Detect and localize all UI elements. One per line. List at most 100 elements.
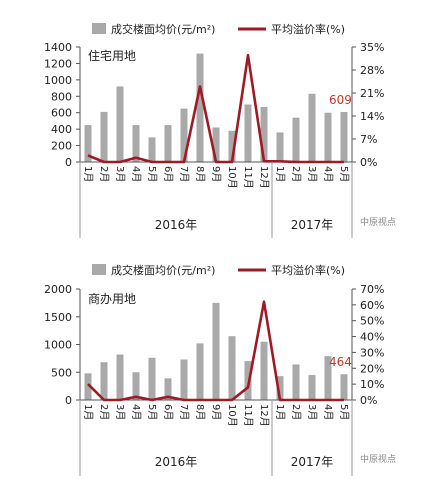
x-tick-label: 7月 (178, 166, 190, 182)
price-bar (116, 354, 124, 400)
price-bar (324, 112, 332, 162)
x-tick-label: 4月 (322, 166, 334, 182)
price-bar (308, 93, 316, 162)
last-value-annotation: 609 (329, 93, 352, 107)
x-tick-label: 2月 (290, 166, 302, 182)
x-tick-label: 6月 (162, 166, 174, 182)
price-bar (84, 373, 92, 400)
premium-rate-line (87, 300, 344, 402)
y-left-tick-label: 600 (51, 107, 72, 120)
x-tick-label: 2月 (290, 404, 302, 420)
chart-panel-1: 成交楼面均价(元/m²) 平均溢价率(%) 住宅用地 0 200 400 600 800 100… (44, 22, 396, 238)
y-right-tick-label: 60% (360, 299, 384, 312)
x-tick-label: 3月 (306, 404, 318, 420)
x-tick-label: 5月 (338, 166, 350, 182)
y-right-tick-label: 20% (360, 362, 384, 375)
price-bar (292, 117, 300, 162)
price-bar (228, 130, 236, 162)
price-bar (132, 372, 140, 400)
y-right-tick-label: 50% (360, 315, 384, 328)
price-bar (148, 357, 156, 400)
x-tick-label: 1月 (274, 404, 286, 420)
x-tick-label: 1月 (274, 166, 286, 182)
x-tick-label: 5月 (146, 404, 158, 420)
x-tick-label: 4月 (130, 404, 142, 420)
y-left-tick-label: 1400 (44, 41, 72, 54)
x-tick-label: 4月 (322, 404, 334, 420)
price-bar (132, 125, 140, 162)
x-tick-label: 10月 (226, 404, 238, 427)
y-right-tick-label: 35% (360, 41, 384, 54)
y-right-tick-label: 40% (360, 331, 384, 344)
y-left-tick-label: 1000 (44, 74, 72, 87)
y-right-tick-label: 7% (360, 133, 377, 146)
price-bar (260, 106, 268, 162)
y-right-tick-label: 10% (360, 378, 384, 391)
y-left-tick-label: 0 (65, 394, 72, 407)
price-bar (100, 362, 108, 400)
legend-line-label: 平均溢价率(%) (271, 22, 345, 36)
legend-bar-swatch (92, 23, 106, 34)
price-bar (260, 341, 268, 400)
price-bar (212, 302, 220, 400)
y-left-tick-label: 1000 (44, 339, 72, 352)
legend-line-label: 平均溢价率(%) (271, 263, 345, 277)
price-bar (84, 125, 92, 162)
panel-title: 商办用地 (88, 291, 136, 306)
x-tick-label: 3月 (114, 166, 126, 182)
x-tick-label: 5月 (338, 404, 350, 420)
watermark: 中原视点 (360, 216, 396, 228)
y-left-tick-label: 400 (51, 123, 72, 136)
y-right-tick-label: 70% (360, 283, 384, 296)
price-bar (308, 375, 316, 400)
year-label: 2016年 (155, 218, 198, 232)
x-tick-label: 3月 (306, 166, 318, 182)
y-left-tick-label: 1500 (44, 311, 72, 324)
x-tick-label: 6月 (162, 404, 174, 420)
price-bar (180, 108, 188, 162)
y-right-tick-label: 30% (360, 346, 384, 359)
y-left-tick-label: 2000 (44, 283, 72, 296)
x-tick-label: 2月 (98, 166, 110, 182)
y-right-tick-label: 14% (360, 110, 384, 123)
price-bar (340, 111, 348, 162)
x-tick-label: 12月 (258, 404, 270, 427)
price-bar (244, 104, 252, 162)
price-bar (212, 127, 220, 162)
year-label: 2017年 (291, 218, 334, 232)
y-right-tick-label: 0% (360, 394, 377, 407)
price-bar (100, 111, 108, 162)
x-tick-label: 3月 (114, 404, 126, 420)
legend-bar-swatch (92, 264, 106, 275)
y-right-tick-label: 21% (360, 87, 384, 100)
x-tick-label: 4月 (130, 166, 142, 182)
price-bar (164, 378, 172, 400)
price-bar (148, 137, 156, 162)
legend-bar-label: 成交楼面均价(元/m²) (111, 22, 215, 36)
y-left-tick-label: 1200 (44, 57, 72, 70)
price-bar (276, 376, 284, 400)
price-bar (276, 132, 284, 162)
premium-rate-line (87, 53, 344, 164)
x-tick-label: 11月 (242, 404, 254, 427)
x-tick-label: 5月 (146, 166, 158, 182)
price-bar (324, 356, 332, 400)
x-tick-label: 7月 (178, 404, 190, 420)
legend-bar-label: 成交楼面均价(元/m²) (111, 263, 215, 277)
price-bar (164, 125, 172, 162)
price-bar (228, 336, 236, 400)
price-bar (196, 53, 204, 163)
x-tick-label: 1月 (82, 404, 94, 420)
y-right-tick-label: 28% (360, 64, 384, 77)
x-tick-label: 10月 (226, 166, 238, 189)
year-label: 2016年 (155, 455, 198, 469)
x-tick-label: 2月 (98, 404, 110, 420)
chart-panel-2: 成交楼面均价(元/m²) 平均溢价率(%) 商办用地 0 500 1000 1500 2000… (44, 263, 396, 476)
x-tick-label: 12月 (258, 166, 270, 189)
x-tick-label: 9月 (210, 404, 222, 420)
watermark: 中原视点 (360, 453, 396, 465)
last-value-annotation: 464 (329, 355, 352, 369)
x-tick-label: 1月 (82, 166, 94, 182)
